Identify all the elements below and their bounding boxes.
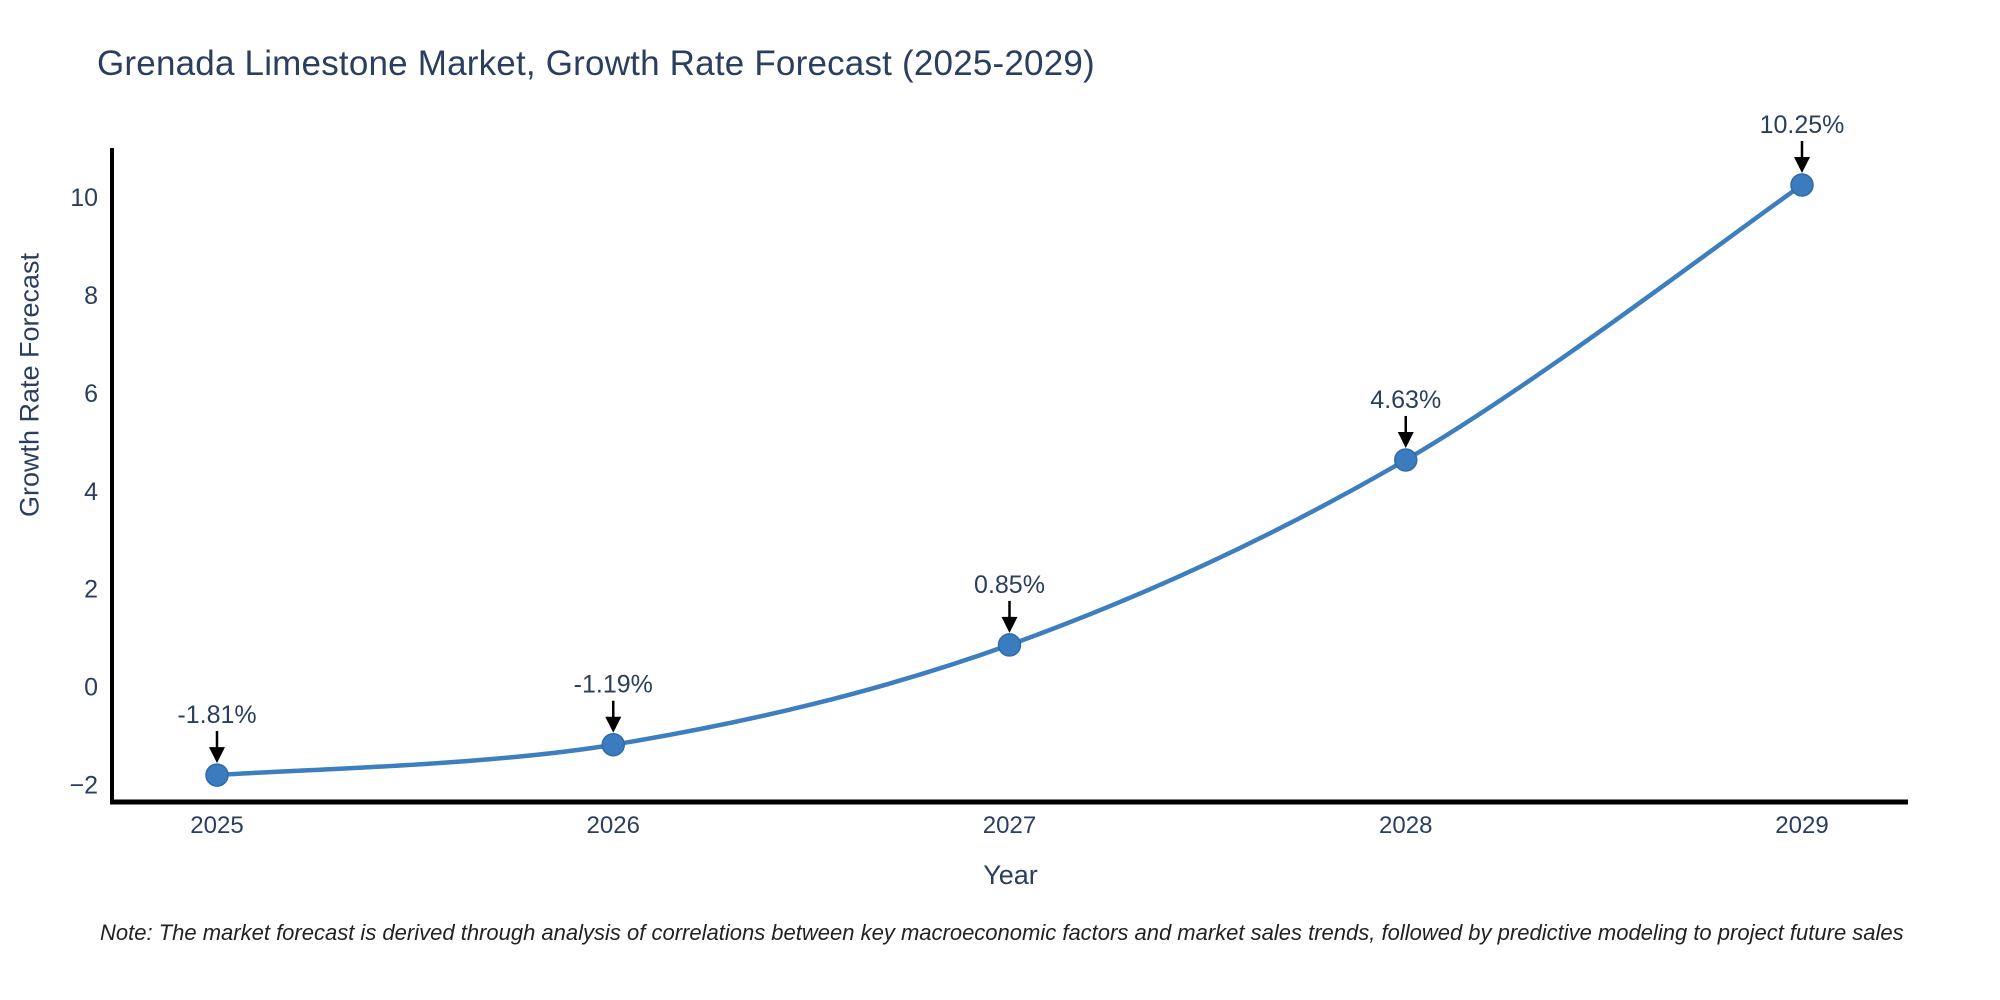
x-tick-label: 2025 [190,812,243,839]
annotation-label: 0.85% [974,571,1045,599]
y-tick-label: 0 [84,674,98,702]
annotation-arrowhead-icon [1001,616,1018,633]
annotation-arrowhead-icon [1397,431,1414,448]
annotation-arrowhead-icon [1794,156,1810,173]
annotation-label: -1.81% [177,701,256,729]
x-tick-label: 2028 [1379,812,1432,839]
annotation-arrowhead-icon [209,747,225,764]
forecast-line [214,182,1805,778]
y-tick-label: 6 [84,380,98,408]
x-tick-label: 2026 [587,812,640,839]
data-point-marker[interactable] [1394,448,1418,472]
annotation-label: 4.63% [1370,386,1441,414]
x-tick-label: 2027 [983,812,1036,839]
footnote: Note: The market forecast is derived thr… [100,920,1904,945]
data-point-marker[interactable] [205,763,229,787]
data-point-marker[interactable] [997,633,1022,657]
chart-title: Grenada Limestone Market, Growth Rate Fo… [97,44,1095,83]
x-axis-label: Year [983,860,1038,890]
data-point-marker[interactable] [601,732,625,757]
y-tick-label: 10 [70,184,98,212]
annotation-label: 10.25% [1760,111,1845,139]
x-tick-label: 2029 [1775,812,1828,839]
y-tick-label: 4 [84,478,98,506]
y-tick-label: 8 [84,282,98,310]
annotation-label: -1.19% [574,671,653,699]
y-tick-label: −2 [69,771,98,799]
data-point-marker[interactable] [1790,173,1814,197]
annotation-arrowhead-icon [605,716,622,733]
y-tick-label: 2 [84,576,98,604]
